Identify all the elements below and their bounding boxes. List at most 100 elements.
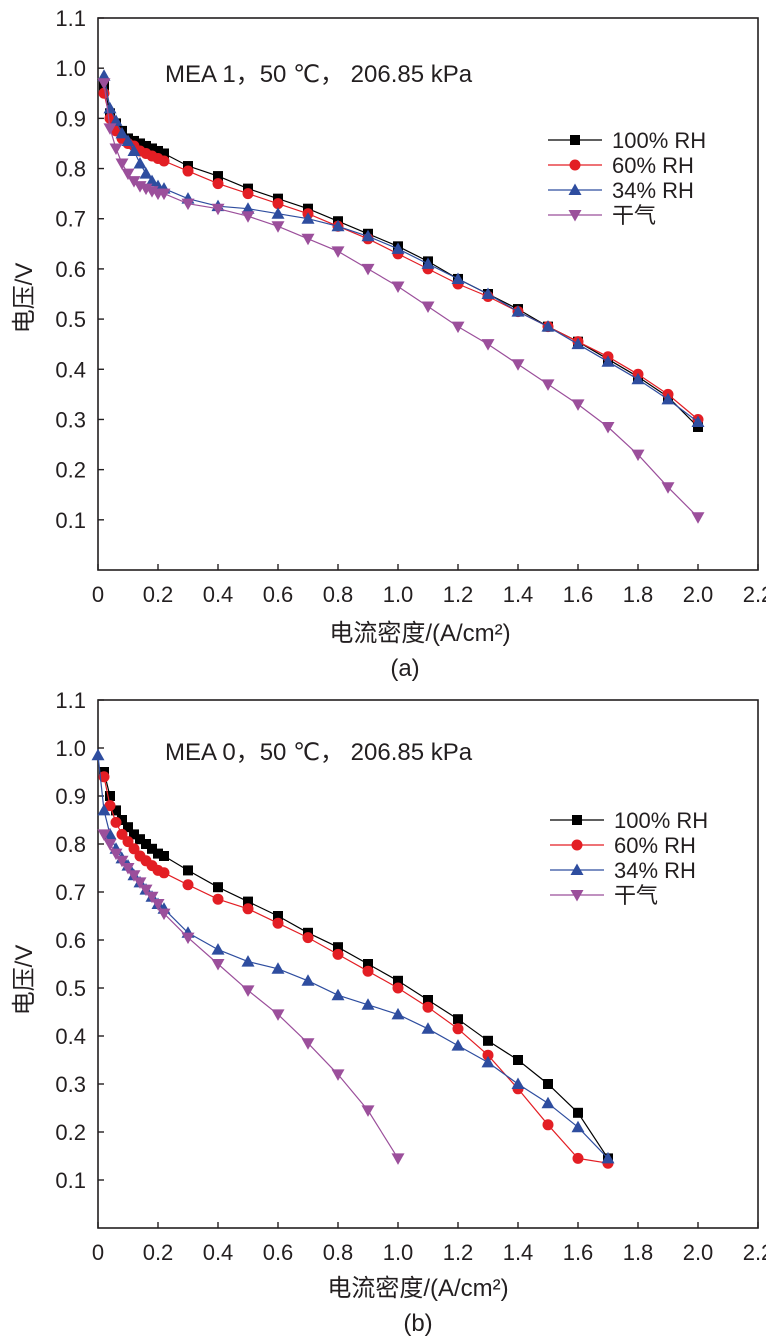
y-tick-label: 0.4 [55, 357, 86, 382]
data-point [110, 816, 122, 828]
x-tick-label: 1.8 [623, 1240, 654, 1265]
data-point [133, 157, 147, 169]
data-point [421, 1022, 435, 1034]
data-point [147, 843, 157, 854]
data-point [242, 188, 254, 200]
y-tick-label: 0.5 [55, 307, 86, 332]
legend-label: 34% RH [612, 178, 694, 203]
legend-label: 60% RH [614, 833, 696, 858]
data-point [127, 870, 141, 882]
data-point [571, 337, 585, 350]
data-point [115, 126, 129, 139]
data-point [97, 829, 111, 841]
data-point [158, 867, 170, 879]
data-point [157, 188, 171, 201]
legend-label: 60% RH [612, 153, 694, 178]
data-point [97, 803, 111, 816]
data-point [631, 449, 645, 462]
data-point [333, 942, 343, 953]
data-point [452, 1023, 464, 1035]
plot-frame [97, 17, 759, 571]
y-tick-label: 0.5 [55, 976, 86, 1001]
data-point [141, 140, 151, 151]
data-point [145, 174, 159, 187]
data-point [109, 143, 123, 155]
data-point [511, 359, 525, 371]
data-point [391, 242, 405, 254]
data-point [128, 843, 140, 855]
data-point [122, 836, 134, 848]
data-point [127, 144, 141, 156]
panel-caption: (a) [390, 655, 419, 682]
data-point [483, 1035, 493, 1046]
x-tick-label: 2.0 [683, 1240, 714, 1265]
y-tick-label: 0.2 [55, 1120, 86, 1145]
data-point [145, 891, 159, 904]
panel-b: MEA 0，50 ℃， 206.85 kPa 电流密度/(A/cm²) 电压/V… [11, 688, 766, 1337]
y-tick-label: 0.2 [55, 458, 86, 483]
legend-entry: 干气 [548, 203, 656, 228]
data-point [451, 1039, 465, 1051]
data-point [111, 805, 121, 816]
data-point [481, 339, 495, 351]
data-point [272, 917, 284, 929]
y-tick-label: 0.3 [55, 1072, 86, 1097]
data-point [103, 101, 117, 114]
data-point [182, 879, 194, 891]
data-point [542, 1119, 554, 1131]
data-point [301, 233, 315, 246]
legend-label: 干气 [612, 203, 656, 228]
data-point [361, 263, 375, 276]
legend-marker [569, 159, 581, 171]
data-point [213, 882, 223, 893]
y-tick-label: 1.0 [55, 56, 86, 81]
data-point [123, 822, 133, 833]
data-point [301, 974, 315, 986]
data-point [331, 988, 345, 1001]
data-point [391, 1007, 405, 1020]
data-point [691, 415, 705, 427]
legend-label: 100% RH [612, 128, 706, 153]
data-point [391, 1153, 405, 1165]
x-tick-label: 1.2 [443, 582, 474, 607]
y-tick-label: 0.8 [55, 157, 86, 182]
data-point [332, 948, 344, 960]
series-- [97, 829, 405, 1165]
data-point [541, 1096, 555, 1109]
data-point [103, 123, 117, 135]
x-tick-label: 0.8 [323, 582, 354, 607]
series-100-rh [99, 767, 613, 1164]
y-tick-label: 0.9 [55, 784, 86, 809]
y-tick-label: 1.1 [55, 6, 86, 31]
data-point [301, 212, 315, 224]
x-tick-label: 1.0 [383, 1240, 414, 1265]
legend-label: 干气 [614, 883, 658, 908]
x-tick-label: 2.0 [683, 582, 714, 607]
data-point [117, 815, 127, 825]
data-point [481, 287, 495, 299]
x-tick-label: 1.6 [563, 582, 594, 607]
data-point [241, 211, 255, 223]
data-point [661, 392, 675, 405]
y-tick-label: 0.7 [55, 207, 86, 232]
legend-entry: 干气 [550, 883, 658, 908]
data-point [661, 482, 675, 494]
y-tick-label: 0.1 [55, 508, 86, 533]
data-point [241, 985, 255, 997]
data-point [151, 899, 165, 911]
data-point [393, 975, 403, 986]
data-point [482, 1049, 494, 1061]
data-point [422, 1001, 434, 1013]
x-tick-label: 1.8 [623, 582, 654, 607]
data-point [241, 202, 255, 214]
data-point [272, 198, 284, 210]
legend-marker [568, 183, 582, 195]
data-point [392, 982, 404, 994]
data-point [302, 932, 314, 944]
data-point [121, 168, 135, 181]
x-tick-label: 0.6 [263, 1240, 294, 1265]
x-tick-label: 0.4 [203, 582, 234, 607]
data-point [242, 903, 254, 915]
data-point [153, 848, 163, 859]
data-point [157, 908, 171, 921]
